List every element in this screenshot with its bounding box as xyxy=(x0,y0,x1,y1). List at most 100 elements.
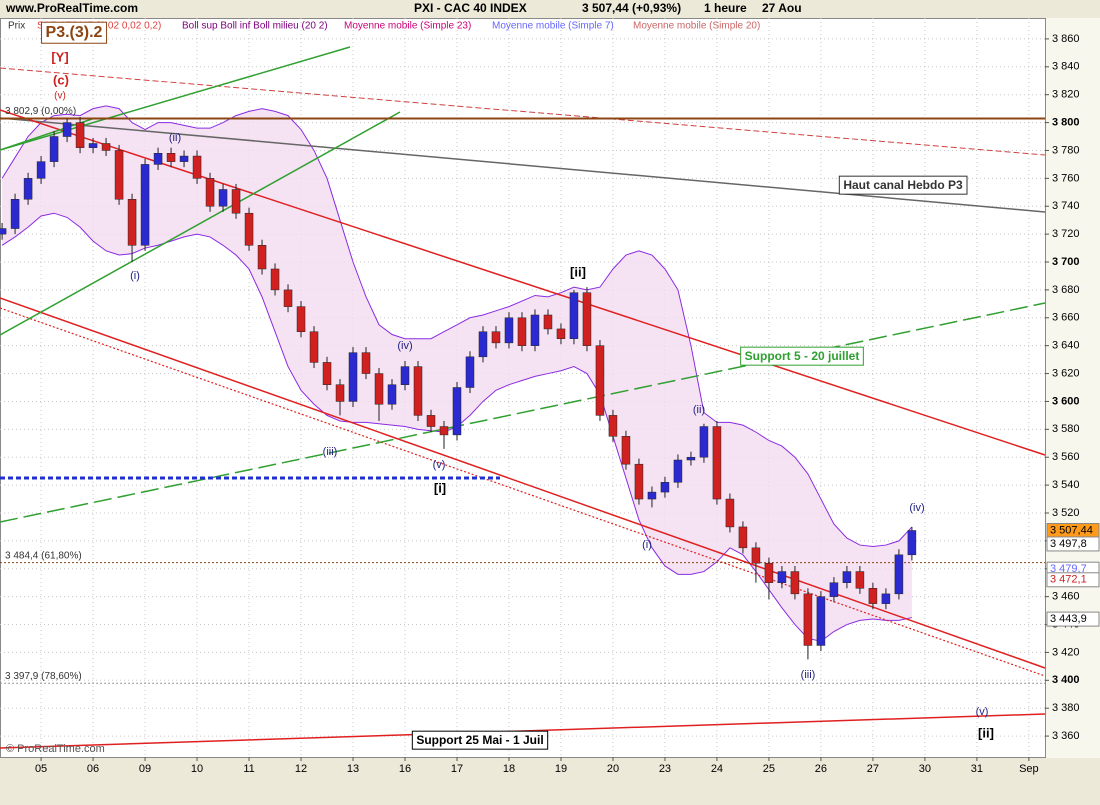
candle-body xyxy=(205,178,215,207)
y-tick-label: 3 760 xyxy=(1052,172,1080,184)
candle-body xyxy=(322,362,332,385)
legend-entry: Prix xyxy=(8,21,25,32)
legend-entry: Moyenne mobile (Simple 23) xyxy=(344,21,471,32)
candle-body xyxy=(855,571,865,589)
y-tick-label: 3 860 xyxy=(1052,33,1080,45)
candle-body xyxy=(907,530,917,556)
x-tick-label: 05 xyxy=(35,763,47,775)
candle-body xyxy=(491,331,501,344)
candle-body xyxy=(829,582,839,597)
x-tick-label: 18 xyxy=(503,763,515,775)
trend-line xyxy=(0,46,351,151)
candle-body xyxy=(426,415,436,427)
y-tick-label: 3 400 xyxy=(1052,674,1080,686)
date: 27 Aou xyxy=(762,1,802,15)
candle-body xyxy=(595,345,605,416)
y-tick-label: 3 540 xyxy=(1052,479,1080,491)
instrument-title: PXI - CAC 40 INDEX xyxy=(414,1,527,15)
trend-line xyxy=(0,307,1046,677)
annotation: (v) xyxy=(976,706,989,718)
candle-body xyxy=(790,571,800,595)
candle-body xyxy=(842,571,852,583)
legend-entry: Moyenne mobile (Simple 7) xyxy=(492,21,614,32)
candle-body xyxy=(634,463,644,500)
candle-body xyxy=(244,212,254,246)
annotation: (v) xyxy=(433,459,446,471)
y-tick-label: 3 740 xyxy=(1052,200,1080,212)
level-label: 3 802,9 (0,00%) xyxy=(5,106,76,117)
y-tick-label: 3 600 xyxy=(1052,395,1080,407)
annotation: (i) xyxy=(642,539,652,551)
price-label-box xyxy=(1046,572,1100,588)
annotation: (iv) xyxy=(909,502,924,514)
bollinger-upper xyxy=(1,105,913,547)
x-tick-label: Sep xyxy=(1019,763,1039,775)
annotation: [ii] xyxy=(570,264,586,279)
candle-body xyxy=(387,384,397,405)
legend-entry: Moyenne mobile (Simple 20) xyxy=(633,21,760,32)
y-tick-label: 3 360 xyxy=(1052,730,1080,742)
candle-body xyxy=(569,292,579,339)
x-tick-label: 25 xyxy=(763,763,775,775)
candle-body xyxy=(62,122,72,137)
trend-line xyxy=(0,117,1046,213)
annotation: (i) xyxy=(130,270,140,282)
annotation: (ii) xyxy=(169,132,181,144)
candle-body xyxy=(647,491,657,500)
candle-body xyxy=(868,588,878,604)
candle-body xyxy=(75,122,85,148)
candle-body xyxy=(127,199,137,246)
x-tick-label: 23 xyxy=(659,763,671,775)
candle-body xyxy=(803,593,813,646)
y-tick-label: 3 560 xyxy=(1052,451,1080,463)
annotation-box xyxy=(411,730,549,750)
y-tick-label: 3 780 xyxy=(1052,144,1080,156)
candle-body xyxy=(530,314,540,346)
x-tick-label: 17 xyxy=(451,763,463,775)
y-tick-label: 3 700 xyxy=(1052,256,1080,268)
trend-lines xyxy=(0,46,1046,749)
trend-line xyxy=(0,111,401,336)
quote: 3 507,44 (+0,93%) xyxy=(582,1,681,15)
x-tick-label: 16 xyxy=(399,763,411,775)
y-tick-label: 3 520 xyxy=(1052,507,1080,519)
candle-body xyxy=(439,426,449,436)
annotation: (iv) xyxy=(397,340,412,352)
price-label-box xyxy=(1046,611,1100,627)
candle-body xyxy=(10,199,20,229)
y-tick-label: 3 380 xyxy=(1052,702,1080,714)
annotation: Haut canal Hebdo P3 xyxy=(843,178,963,192)
candle-body xyxy=(582,292,592,346)
candle-body xyxy=(699,426,709,458)
trend-line xyxy=(0,109,1046,456)
price-label: 3 472,1 xyxy=(1050,574,1087,586)
level-label: 3 397,9 (78,60%) xyxy=(5,671,82,682)
price-label: 3 443,9 xyxy=(1050,613,1087,625)
annotation: Support 5 - 20 juillet xyxy=(745,349,860,363)
annotation: P3.(3).2 xyxy=(46,24,103,41)
annotation: [ii] xyxy=(978,725,994,740)
levels xyxy=(0,117,1045,684)
candle-body xyxy=(764,562,774,583)
y-tick-label: 3 720 xyxy=(1052,228,1080,240)
annotation: [i] xyxy=(434,480,446,495)
x-tick-label: 06 xyxy=(87,763,99,775)
candle-body xyxy=(413,366,423,416)
candle-body xyxy=(309,331,319,363)
candle-body xyxy=(0,228,7,235)
annotation: (iii) xyxy=(323,446,338,458)
annotation: (v) xyxy=(54,91,66,102)
candle-body xyxy=(894,554,904,595)
candle-body xyxy=(465,356,475,388)
candle-body xyxy=(712,426,722,500)
y-tick-label: 3 420 xyxy=(1052,646,1080,658)
y-tick-label: 3 820 xyxy=(1052,89,1080,101)
candle-body xyxy=(621,436,631,465)
grid xyxy=(0,18,1049,761)
y-tick-label: 3 800 xyxy=(1052,116,1080,128)
candle-body xyxy=(686,456,696,461)
trend-line xyxy=(0,297,1046,669)
candle-body xyxy=(478,331,488,358)
annotation-box xyxy=(740,346,864,366)
